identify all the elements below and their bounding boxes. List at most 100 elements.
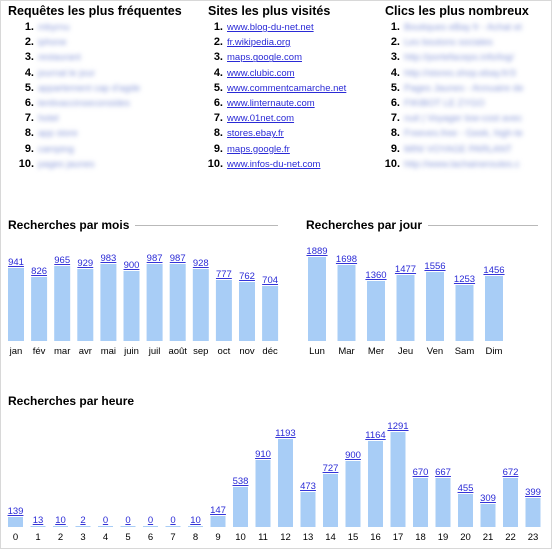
rank-number: 9. bbox=[213, 142, 223, 155]
site-item-link[interactable]: www.01net.com bbox=[227, 113, 295, 125]
site-item-link[interactable]: maps.google.fr bbox=[227, 143, 290, 155]
click-item-link[interactable]: Freeves.free - Geek, high-te bbox=[404, 128, 523, 140]
bar bbox=[485, 276, 503, 341]
site-item: 5. www.commentcamarche.net bbox=[197, 81, 347, 96]
rank-number: 4. bbox=[390, 66, 400, 79]
category-tick-label: 6 bbox=[148, 532, 153, 543]
click-item-link[interactable]: Les boutons sociales bbox=[404, 37, 493, 49]
query-item-link[interactable]: lentivaccinseconsides bbox=[38, 97, 130, 109]
query-item: 4. journal le jour bbox=[8, 66, 182, 81]
day-title-rule bbox=[428, 224, 539, 226]
bar-value-label: 900 bbox=[345, 450, 361, 461]
query-item-link[interactable]: mbyrnu bbox=[38, 22, 70, 33]
month-title-rule bbox=[135, 224, 279, 226]
bar-value-label: 987 bbox=[170, 253, 186, 264]
site-item: 8. stores.ebay.fr bbox=[197, 126, 346, 141]
bar bbox=[413, 478, 428, 527]
bar-value-label: 0 bbox=[148, 515, 153, 526]
category-tick-label: Mer bbox=[368, 346, 384, 357]
site-item-link[interactable]: maps.google.com bbox=[227, 52, 302, 64]
bar bbox=[143, 526, 158, 527]
clicks-column: Clics les plus nombreux 1. Boutiques eBay… bbox=[374, 4, 529, 172]
bar-value-label: 965 bbox=[54, 255, 70, 266]
query-item-link[interactable]: camping bbox=[38, 143, 74, 155]
site-item-link[interactable]: www.clubic.com bbox=[227, 67, 295, 79]
category-tick-label: mai bbox=[101, 346, 116, 357]
bar bbox=[120, 526, 136, 527]
bar-value-label: 2 bbox=[80, 515, 85, 526]
click-item: 4. http://stores.shop.ebay.fr/3 bbox=[374, 66, 529, 81]
site-item-link[interactable]: www.linternaute.com bbox=[227, 97, 315, 109]
rank-number: 6. bbox=[390, 96, 400, 109]
bar-value-label: 1698 bbox=[336, 254, 357, 265]
site-item-link[interactable]: www.infos-du-net.com bbox=[227, 158, 321, 170]
query-item: 9. camping bbox=[8, 142, 182, 157]
bar bbox=[396, 275, 415, 341]
bar-value-label: 139 bbox=[8, 506, 24, 517]
category-tick-label: Jeu bbox=[398, 346, 413, 357]
day-section-title: Recherches par jour bbox=[306, 218, 539, 232]
bar bbox=[31, 277, 48, 341]
category-tick-label: 23 bbox=[528, 532, 539, 543]
query-item-link[interactable]: app store bbox=[38, 128, 78, 140]
click-item-link[interactable]: nuit | Voyager low-cost avec bbox=[404, 113, 523, 125]
category-tick-label: 2 bbox=[58, 532, 63, 543]
bar bbox=[123, 271, 140, 341]
bar bbox=[188, 526, 203, 527]
query-item-link[interactable]: appartement cap d'agde bbox=[38, 82, 141, 94]
bar-value-label: 777 bbox=[216, 269, 232, 280]
category-tick-label: 16 bbox=[370, 532, 381, 543]
rank-number: 6. bbox=[213, 96, 223, 109]
category-tick-label: 22 bbox=[505, 532, 516, 543]
category-tick-label: 21 bbox=[483, 532, 494, 543]
site-item: 10. www.infos-du-net.com bbox=[197, 157, 346, 172]
site-item-link[interactable]: stores.ebay.fr bbox=[227, 128, 284, 140]
category-tick-label: fév bbox=[33, 346, 46, 357]
rank-number: 1. bbox=[24, 21, 34, 33]
hour-bar-chart: 1390131102230405060710814795381091011119… bbox=[8, 421, 541, 543]
click-item: 8. Freeves.free - Geek, high-te bbox=[374, 126, 529, 141]
click-item-link[interactable]: MINI VOYAGE PARLANT bbox=[404, 143, 512, 155]
rank-number: 2. bbox=[390, 36, 400, 49]
click-item-link[interactable]: http://stores.shop.ebay.fr/3 bbox=[404, 67, 516, 79]
sites-title: Sites les plus visités bbox=[208, 4, 331, 18]
query-item-link[interactable]: journal le jour bbox=[38, 67, 96, 79]
site-item-link[interactable]: www.commentcamarche.net bbox=[227, 82, 347, 94]
bar-value-label: 0 bbox=[125, 515, 130, 526]
category-tick-label: Mar bbox=[338, 346, 354, 357]
category-tick-label: août bbox=[168, 346, 187, 357]
click-item: 3. http://portefacepo.info/log/ bbox=[374, 50, 529, 65]
query-item-link[interactable]: restaurant bbox=[38, 52, 81, 64]
site-item-link[interactable]: fr.wikipedia.org bbox=[227, 37, 291, 49]
click-item-link[interactable]: Pages Jaunes - Annuaire de bbox=[404, 82, 524, 94]
query-item-link[interactable]: hotel bbox=[38, 113, 59, 125]
rank-number: 2. bbox=[24, 36, 34, 49]
bar-value-label: 0 bbox=[103, 515, 108, 526]
bar bbox=[525, 498, 541, 527]
sites-list: 1. www.blog-du-net.net 2. fr.wikipedia.org 3… bbox=[197, 20, 347, 172]
bar bbox=[308, 257, 326, 341]
category-tick-label: Dim bbox=[486, 346, 503, 357]
click-item-link[interactable]: Boutiques eBay fr - Achat et bbox=[404, 22, 522, 33]
site-item-link[interactable]: www.blog-du-net.net bbox=[227, 22, 314, 33]
rank-number: 1. bbox=[213, 21, 223, 33]
query-item-link[interactable]: iphone bbox=[38, 37, 67, 49]
query-item: 10. pages jaunes bbox=[8, 157, 182, 172]
click-item-link[interactable]: FIKIBOT LE ZYGO bbox=[404, 97, 485, 109]
bar bbox=[215, 280, 232, 341]
bar-value-label: 1556 bbox=[424, 261, 445, 272]
rank-number: 10. bbox=[384, 157, 400, 170]
query-item-link[interactable]: pages jaunes bbox=[38, 158, 95, 170]
rank-number: 4. bbox=[213, 66, 223, 79]
category-tick-label: 14 bbox=[325, 532, 336, 543]
click-item-link[interactable]: http://portefacepo.info/log/ bbox=[404, 52, 514, 64]
bar bbox=[345, 461, 361, 527]
bar-value-label: 0 bbox=[170, 515, 175, 526]
rank-number: 5. bbox=[213, 81, 223, 94]
query-item: 8. app store bbox=[8, 126, 182, 141]
click-item-link[interactable]: http://www.lachaineroutes.c bbox=[404, 158, 520, 170]
category-tick-label: mar bbox=[54, 346, 70, 357]
month-section-title: Recherches par mois bbox=[8, 218, 279, 232]
bar bbox=[337, 265, 356, 341]
bar bbox=[169, 264, 186, 341]
